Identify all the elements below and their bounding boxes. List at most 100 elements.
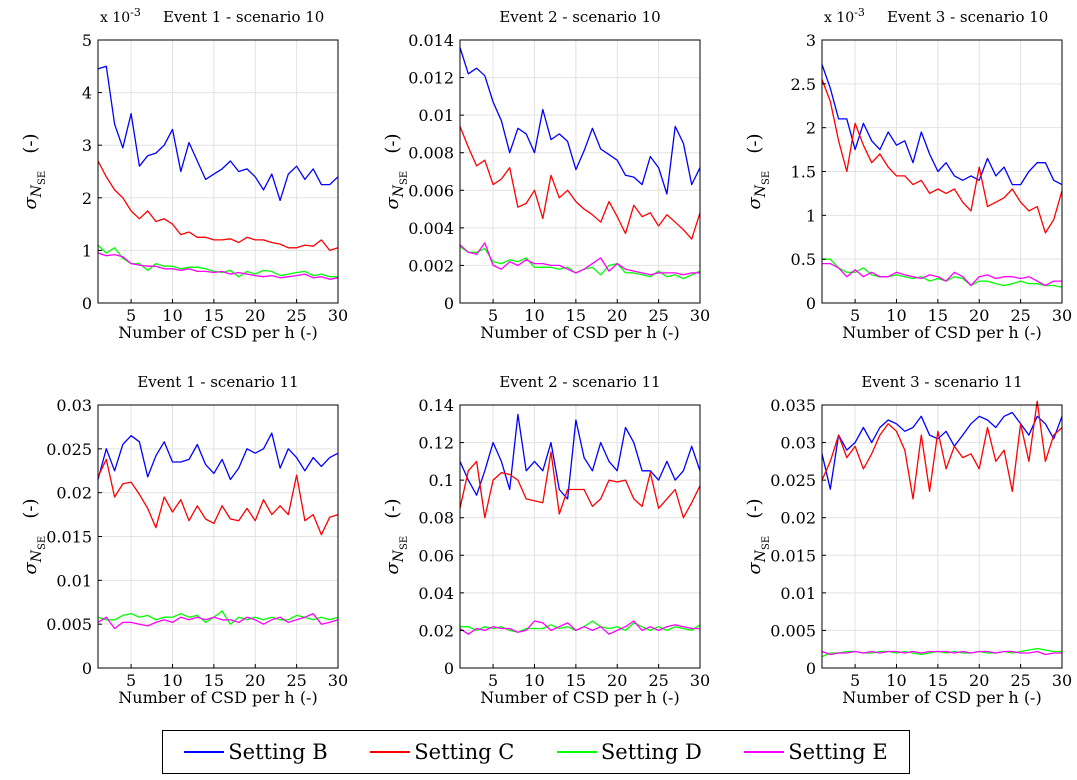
chart-5-line-setting-b	[459, 413, 701, 500]
legend-item-setting-e: Setting E	[744, 740, 888, 764]
chart-2-xlabel: Number of CSD per h (-)	[480, 323, 679, 342]
chart-3-ytick-label-5: 2	[806, 119, 816, 138]
chart-6-ytick-label-2: 0.005	[770, 621, 816, 640]
chart-6-xtick-label-2: 10	[886, 671, 906, 690]
chart-1-y-exponent: x 10-3	[100, 6, 141, 26]
chart-6-line-setting-c	[821, 400, 1063, 500]
chart-5-xtick-label-5: 25	[648, 671, 668, 690]
chart-5-title: Event 2 - scenario 11	[499, 373, 660, 391]
chart-2-line-setting-e	[459, 242, 700, 276]
chart-2-xtick-label-6: 30	[690, 306, 710, 325]
legend-swatch-setting-e	[744, 751, 785, 753]
chart-1-xtick-label-6: 30	[328, 306, 348, 325]
chart-4-xtick-label-2: 10	[162, 671, 182, 690]
chart-3-y-exponent: x 10-3	[824, 6, 865, 26]
chart-5: 5 10 15 20 25 30 0 0.02 0.04 0.06 0.08 0.1 0.12 0.14 E…	[382, 373, 710, 707]
chart-4-xtick-label-3: 15	[204, 671, 224, 690]
chart-4-line-setting-c	[97, 458, 339, 536]
chart-3-xtick-label-6: 30	[1052, 306, 1072, 325]
chart-2-title: Event 2 - scenario 10	[499, 8, 660, 26]
chart-6-xtick-label-1: 5	[850, 671, 860, 690]
chart-1-line-setting-e	[97, 252, 339, 280]
chart-2-ytick-label-8: 0.014	[408, 31, 454, 50]
chart-1-xtick-label-4: 20	[245, 306, 265, 325]
chart-2-ytick-label-5: 0.008	[408, 144, 454, 163]
chart-6-ylabel: σNSE (-)	[744, 499, 772, 575]
chart-2-ytick-label-2: 0.002	[408, 256, 454, 275]
chart-1-xlabel: Number of CSD per h (-)	[118, 323, 317, 342]
chart-6-xtick-label-4: 20	[969, 671, 989, 690]
chart-3-xtick-label-3: 15	[928, 306, 948, 325]
chart-2-ytick-label-1: 0	[444, 294, 454, 313]
chart-3-ytick-label-6: 2.5	[791, 75, 816, 94]
legend-swatch-setting-d	[556, 751, 597, 753]
chart-6-ytick-label-7: 0.03	[780, 434, 816, 453]
chart-6-xtick-label-5: 25	[1010, 671, 1030, 690]
chart-6-xtick-label-6: 30	[1052, 671, 1072, 690]
chart-2-xtick-label-2: 10	[524, 306, 544, 325]
chart-3-ytick-label-1: 0	[806, 294, 816, 313]
chart-3-line-setting-d	[822, 258, 1063, 288]
chart-1-xtick-label-5: 25	[286, 306, 306, 325]
chart-2-ytick-label-6: 0.01	[418, 106, 454, 125]
legend-label-setting-d: Setting D	[600, 740, 702, 764]
chart-3-line-setting-e	[822, 262, 1062, 287]
chart-6-axes-box	[821, 404, 1063, 669]
chart-5-xtick-label-3: 15	[566, 671, 586, 690]
chart-3-ytick-label-4: 1.5	[791, 163, 816, 182]
chart-4-xlabel: Number of CSD per h (-)	[118, 688, 317, 707]
chart-2: 5 10 15 20 25 30 0 0.002 0.004 0.006 0.008 0.01 0.01…	[382, 8, 710, 342]
chart-1-axes-box	[97, 39, 339, 304]
chart-5-xlabel: Number of CSD per h (-)	[480, 688, 679, 707]
chart-5-xtick-label-2: 10	[524, 671, 544, 690]
chart-4-xtick-label-4: 20	[245, 671, 265, 690]
chart-2-ytick-label-7: 0.012	[408, 69, 454, 88]
chart-3-xtick-label-5: 25	[1010, 306, 1030, 325]
chart-2-line-setting-c	[459, 126, 701, 240]
chart-2-xtick-label-3: 15	[566, 306, 586, 325]
chart-5-line-setting-c	[459, 451, 701, 519]
chart-5-xtick-label-4: 20	[607, 671, 627, 690]
chart-5-ytick-label-1: 0	[444, 659, 454, 678]
chart-1-xtick-label-2: 10	[162, 306, 182, 325]
chart-4-ytick-label-6: 0.025	[46, 440, 92, 459]
chart-6-ytick-label-4: 0.015	[770, 546, 816, 565]
chart-1-line-setting-c	[97, 160, 339, 252]
chart-1-ytick-label-5: 4	[82, 84, 92, 103]
chart-1-line-setting-b	[97, 65, 339, 202]
chart-6-line-setting-e	[821, 650, 1062, 656]
chart-2-ytick-label-4: 0.006	[408, 181, 454, 200]
chart-5-ylabel: σNSE (-)	[382, 499, 410, 575]
chart-3: 5 10 15 20 25 30 0 0.5 1 1.5 2 2.5 3 x 10-3 Event 3 - …	[744, 6, 1072, 342]
chart-4-ylabel: σNSE (-)	[20, 499, 48, 575]
chart-4-ytick-label-5: 0.02	[56, 484, 92, 503]
chart-4-ytick-label-4: 0.015	[46, 528, 92, 547]
chart-5-ytick-label-4: 0.06	[418, 546, 454, 565]
chart-3-ylabel: σNSE (-)	[744, 134, 772, 210]
chart-6-ytick-label-1: 0	[806, 659, 816, 678]
chart-1-ytick-label-2: 1	[82, 241, 92, 260]
chart-2-xtick-label-5: 25	[648, 306, 668, 325]
chart-4-xtick-label-1: 5	[126, 671, 136, 690]
chart-5-axes-box	[459, 404, 701, 669]
chart-1: 5 10 15 20 25 30 0 1 2 3 4 5 x 10-3 Event 1 - scenari…	[20, 6, 348, 342]
chart-2-xtick-label-1: 5	[488, 306, 498, 325]
chart-4-ytick-label-7: 0.03	[56, 396, 92, 415]
chart-1-ylabel: σNSE (-)	[20, 134, 48, 210]
chart-5-ytick-label-8: 0.14	[418, 396, 454, 415]
chart-6-xlabel: Number of CSD per h (-)	[842, 688, 1041, 707]
chart-3-xlabel: Number of CSD per h (-)	[842, 323, 1041, 342]
legend-label-setting-e: Setting E	[788, 740, 888, 764]
chart-3-line-setting-b	[821, 64, 1063, 186]
legend-label-setting-b: Setting B	[228, 740, 328, 764]
chart-4-xtick-label-6: 30	[328, 671, 348, 690]
chart-2-axes-box	[459, 39, 701, 304]
chart-3-xtick-label-1: 5	[850, 306, 860, 325]
chart-4-title: Event 1 - scenario 11	[137, 373, 298, 391]
chart-1-ytick-label-3: 2	[82, 189, 92, 208]
chart-3-ytick-label-7: 3	[806, 31, 816, 50]
chart-1-xtick-label-1: 5	[126, 306, 136, 325]
legend-swatch-setting-c	[370, 751, 411, 753]
chart-6-ytick-label-3: 0.01	[780, 584, 816, 603]
